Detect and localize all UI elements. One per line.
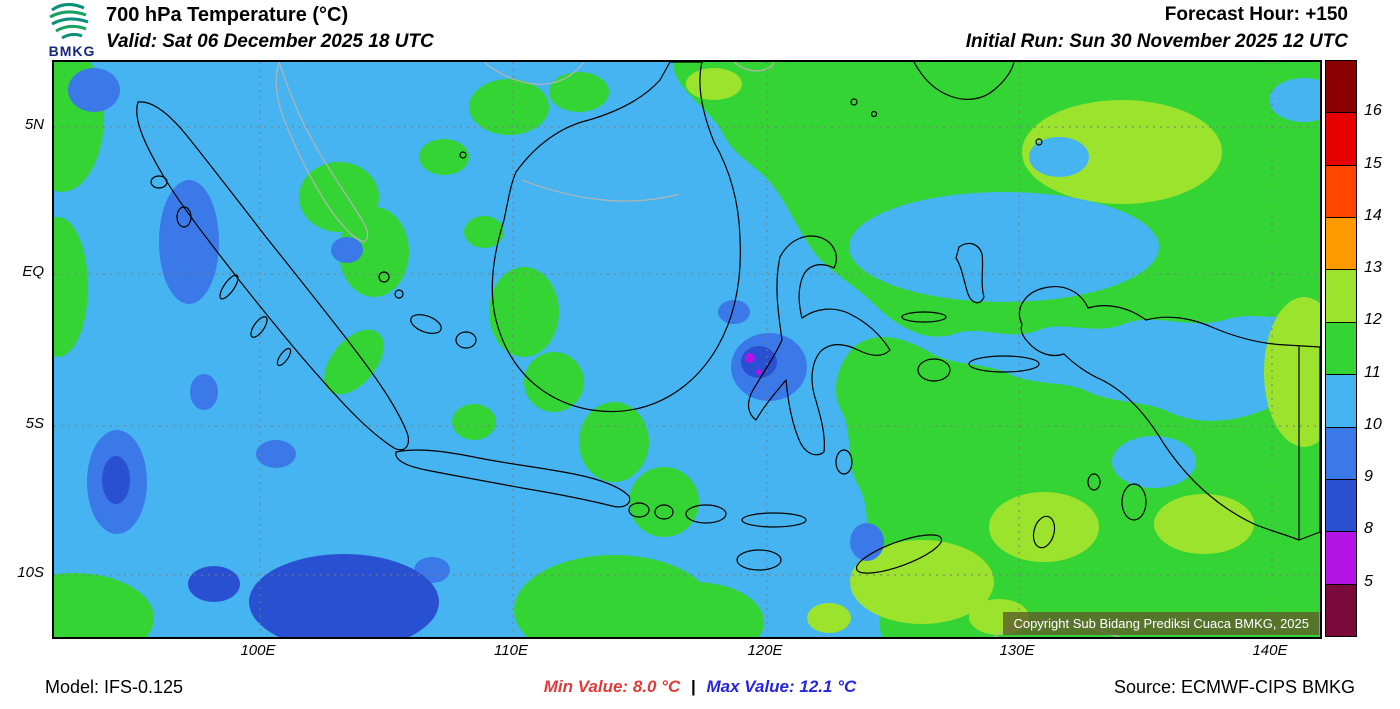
forecast-hour: Forecast Hour: +150 bbox=[1164, 4, 1348, 25]
lat-tick-label: 5S bbox=[25, 415, 44, 432]
colorbar-cell bbox=[1326, 374, 1356, 427]
colorbar-label: 8 bbox=[1364, 520, 1373, 538]
map-area: Copyright Sub Bidang Prediksi Cuaca BMKG… bbox=[52, 60, 1322, 639]
source-label: Source: ECMWF-CIPS BMKG bbox=[1113, 677, 1355, 697]
colorbar-label: 5 bbox=[1364, 572, 1373, 590]
lat-tick-label: EQ bbox=[22, 263, 44, 280]
colorbar-cell bbox=[1326, 217, 1356, 270]
min-value: Min Value: 8.0 °C bbox=[543, 677, 681, 696]
colorbar-label: 9 bbox=[1364, 468, 1373, 486]
colorbar-cell bbox=[1326, 269, 1356, 322]
valid-time: Valid: Sat 06 December 2025 18 UTC bbox=[106, 31, 434, 52]
colorbar-label: 13 bbox=[1364, 259, 1382, 277]
max-value: Max Value: 12.1 °C bbox=[706, 677, 857, 696]
model-label: Model: IFS-0.125 bbox=[45, 677, 184, 697]
graticule bbox=[54, 62, 1320, 637]
lon-tick-label: 130E bbox=[999, 642, 1035, 659]
coastlines bbox=[136, 62, 1320, 574]
lon-tick-label: 120E bbox=[747, 642, 783, 659]
bmkg-logo: BMKG bbox=[42, 2, 102, 59]
bmkg-logo-text: BMKG bbox=[48, 43, 96, 59]
colorbar bbox=[1325, 60, 1357, 637]
lon-tick-label: 110E bbox=[494, 642, 528, 659]
temp-region-12-13 bbox=[686, 68, 1320, 635]
colorbar-label: 10 bbox=[1364, 415, 1382, 433]
colorbar-label: 11 bbox=[1364, 363, 1381, 381]
colorbar-cell bbox=[1326, 426, 1356, 479]
colorbar-cell bbox=[1326, 531, 1356, 584]
copyright-overlay: Copyright Sub Bidang Prediksi Cuaca BMKG… bbox=[1003, 612, 1319, 635]
colorbar-label: 16 bbox=[1364, 102, 1382, 120]
initial-run: Initial Run: Sun 30 November 2025 12 UTC bbox=[965, 31, 1348, 52]
colorbar-cell bbox=[1326, 478, 1356, 532]
lat-tick-label: 10S bbox=[17, 564, 44, 581]
lon-tick-label: 140E bbox=[1252, 642, 1288, 659]
lon-tick-label: 100E bbox=[240, 642, 276, 659]
colorbar-cell bbox=[1326, 583, 1356, 636]
temp-region-coldest-spots bbox=[745, 353, 762, 375]
bmkg-logo-icon bbox=[49, 3, 89, 40]
colorbar-cell bbox=[1326, 112, 1356, 165]
colorbar-label: 12 bbox=[1364, 311, 1382, 329]
colorbar-cell bbox=[1326, 321, 1356, 375]
minmax-separator: | bbox=[690, 677, 696, 696]
colorbar-cell bbox=[1326, 164, 1356, 218]
colorbar-cell bbox=[1326, 61, 1356, 113]
page-title: 700 hPa Temperature (°C) bbox=[106, 4, 349, 26]
lat-tick-label: 5N bbox=[24, 116, 44, 133]
temp-region-10-11-patches bbox=[849, 78, 1320, 488]
minmax-values: Min Value: 8.0 °C | Max Value: 12.1 °C bbox=[0, 677, 1400, 697]
colorbar-label: 15 bbox=[1364, 154, 1382, 172]
colorbar-label: 14 bbox=[1364, 206, 1382, 224]
temperature-map-svg bbox=[54, 62, 1320, 637]
